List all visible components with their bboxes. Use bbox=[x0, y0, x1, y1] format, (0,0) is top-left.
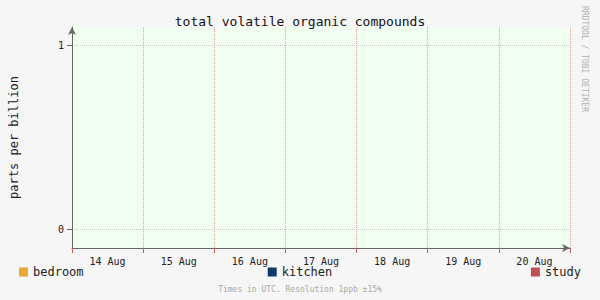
svg-text:total volatile organic compoun: total volatile organic compounds bbox=[175, 14, 425, 29]
svg-text:RRDTOOL / TOBI OETIKER: RRDTOOL / TOBI OETIKER bbox=[580, 6, 589, 112]
svg-text:parts per billion: parts per billion bbox=[7, 76, 21, 199]
svg-text:0: 0 bbox=[58, 224, 64, 235]
svg-text:15 Aug: 15 Aug bbox=[161, 256, 197, 267]
svg-text:kitchen: kitchen bbox=[282, 265, 333, 279]
svg-text:study: study bbox=[545, 265, 581, 279]
svg-text:19 Aug: 19 Aug bbox=[445, 256, 481, 267]
svg-text:bedroom: bedroom bbox=[33, 265, 84, 279]
svg-text:18 Aug: 18 Aug bbox=[374, 256, 410, 267]
svg-text:20 Aug: 20 Aug bbox=[516, 255, 553, 267]
svg-text:1: 1 bbox=[58, 40, 64, 51]
svg-text:16 Aug: 16 Aug bbox=[232, 256, 268, 267]
svg-text:17 Aug: 17 Aug bbox=[302, 255, 340, 267]
svg-text:Times in UTC. Resolution 1ppb: Times in UTC. Resolution 1ppb ±15% bbox=[218, 285, 382, 294]
svg-text:14 Aug: 14 Aug bbox=[90, 256, 126, 267]
